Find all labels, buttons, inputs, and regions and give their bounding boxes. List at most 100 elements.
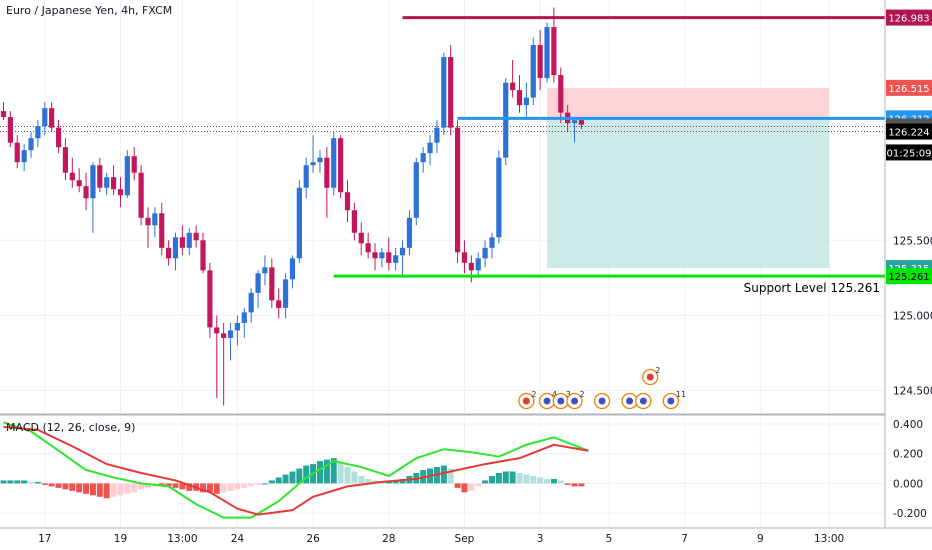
macd-histogram-bar	[21, 480, 28, 484]
candle-body	[76, 180, 82, 187]
event-badge: 2	[531, 390, 536, 399]
candle-body	[276, 300, 282, 308]
macd-histogram-bar	[117, 483, 124, 496]
macd-line	[3, 425, 589, 516]
candle-body	[372, 252, 378, 259]
macd-histogram-bar	[495, 473, 502, 484]
macd-histogram-bar	[282, 474, 289, 484]
candle-body	[248, 292, 254, 313]
candle-body	[207, 270, 213, 328]
candle-body	[62, 147, 69, 173]
candle-body	[83, 186, 89, 199]
candle-body	[104, 177, 110, 188]
candle-body	[496, 157, 502, 238]
candle-body	[468, 262, 474, 271]
price-label-box	[886, 144, 932, 161]
macd-histogram-bar	[186, 483, 193, 491]
macd-histogram-bar	[62, 483, 69, 490]
candle-body	[420, 153, 426, 163]
event-badge: 11	[676, 390, 686, 399]
macd-histogram-bar	[530, 475, 537, 484]
macd-histogram-bar	[34, 481, 41, 484]
support-level-label: Support Level 125.261	[744, 281, 880, 295]
candle-body	[0, 111, 7, 118]
macd-histogram-bar	[351, 471, 358, 484]
candle-body	[427, 142, 433, 154]
macd-histogram-bar	[571, 483, 578, 487]
candle-body	[551, 27, 557, 76]
candle-body	[241, 312, 247, 323]
candle-body	[317, 157, 323, 163]
candle-body	[530, 45, 536, 98]
macd-histogram-bar	[454, 483, 461, 488]
candle-body	[386, 252, 392, 263]
macd-histogram-bar	[461, 483, 468, 493]
candle-body	[379, 252, 385, 259]
price-label-text: 126.224	[888, 128, 929, 139]
chart-title: Euro / Japanese Yen, 4h, FXCM	[6, 4, 173, 17]
candle-body	[338, 138, 344, 193]
macd-histogram-bar	[509, 471, 516, 484]
macd-histogram-bar	[544, 478, 551, 484]
macd-histogram-bar	[516, 473, 523, 484]
macd-histogram-bar	[502, 471, 509, 484]
candle-body	[214, 327, 220, 334]
macd-tick-label: 0.400	[893, 419, 923, 431]
candle-body	[21, 150, 27, 163]
price-label-box	[886, 79, 932, 96]
macd-histogram-bar	[440, 465, 447, 484]
price-label-box	[886, 9, 932, 26]
time-tick-label: 24	[231, 533, 245, 545]
candle-body	[544, 27, 550, 79]
macd-histogram-bar	[241, 483, 248, 488]
candle-body	[331, 138, 337, 188]
macd-histogram-bar	[41, 483, 48, 485]
candle-body	[510, 82, 516, 91]
macd-histogram-bar	[248, 483, 255, 487]
macd-histogram-bar	[55, 483, 62, 488]
candle-body	[289, 258, 296, 280]
macd-histogram-bar	[131, 483, 138, 493]
profit-zone	[547, 118, 830, 269]
candle-body	[393, 255, 399, 263]
candle-body	[200, 240, 206, 271]
macd-histogram-bar	[213, 483, 220, 494]
macd-histogram-bar	[69, 483, 76, 491]
macd-histogram-bar	[275, 477, 282, 484]
candle-body	[124, 156, 130, 196]
candle-body	[558, 75, 564, 113]
candle-body	[434, 127, 440, 143]
candle-body	[351, 210, 357, 233]
event-icon-dot	[598, 397, 606, 405]
macd-histogram-bar	[124, 483, 131, 494]
event-icon-dot	[557, 397, 565, 405]
macd-tick-label: 0.200	[893, 449, 923, 461]
macd-histogram-bar	[165, 483, 172, 487]
macd-histogram-bar	[392, 480, 399, 484]
candle-body	[324, 157, 330, 188]
macd-histogram-bar	[358, 475, 365, 484]
macd-histogram-bar	[268, 480, 275, 484]
time-tick-label: 28	[382, 533, 395, 545]
macd-histogram-bar	[365, 478, 372, 484]
event-icon-dot	[639, 397, 647, 405]
macd-histogram-bar	[172, 483, 179, 488]
event-icon-dot	[571, 397, 579, 405]
macd-histogram-bar	[578, 483, 585, 487]
candle-body	[406, 217, 413, 248]
macd-histogram-bar	[344, 467, 351, 484]
macd-histogram-bar	[179, 483, 186, 490]
macd-histogram-bar	[206, 483, 213, 493]
event-badge: 3	[566, 390, 571, 399]
candle-body	[578, 120, 585, 125]
candle-body	[145, 217, 151, 226]
price-label-text: 01:25:09	[887, 148, 932, 159]
candle-body	[282, 279, 289, 308]
time-tick-label: 9	[757, 533, 764, 545]
macd-histogram-bar	[316, 461, 323, 484]
event-icon-dot	[522, 397, 530, 405]
price-label-text: 126.983	[888, 14, 929, 25]
macd-histogram-bar	[144, 483, 151, 488]
macd-histogram-bar	[475, 483, 482, 487]
